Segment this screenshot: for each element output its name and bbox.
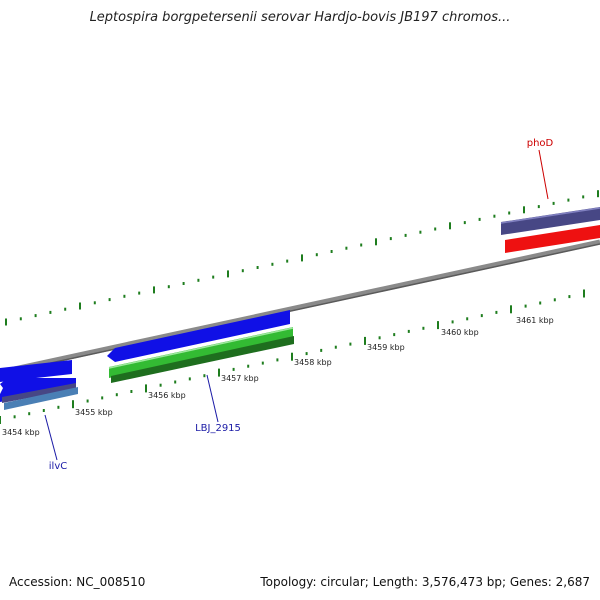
- tick-label: 3458 kbp: [294, 358, 332, 367]
- gene-lbj-dark-green[interactable]: [111, 336, 294, 383]
- gene-lbj-green-highlight: [108, 327, 294, 369]
- ilvc-label[interactable]: ilvC: [49, 461, 67, 472]
- gene-phod-feature[interactable]: [501, 207, 600, 235]
- outer-tick-track: [5, 190, 599, 326]
- tick-label: 3454 kbp: [2, 428, 40, 437]
- tick-label: 3459 kbp: [367, 343, 405, 352]
- gene-phod-reverse[interactable]: [505, 225, 600, 253]
- tick-label: 3457 kbp: [221, 374, 259, 383]
- gene-lbj-green[interactable]: [109, 327, 293, 378]
- lbj-leader-line: [206, 374, 219, 423]
- lbj-2915-label[interactable]: LBJ_2915: [195, 423, 241, 434]
- phod-leader-line: [538, 149, 549, 200]
- gene-lbj-forward[interactable]: [107, 310, 290, 362]
- tick-label-group: 3454 kbp 3455 kbp 3456 kbp 3457 kbp 3458…: [2, 316, 554, 437]
- gene-ilvc-steel[interactable]: [4, 387, 78, 410]
- tick-label: 3460 kbp: [441, 328, 479, 337]
- chromosome-backbone-shade: [0, 243, 600, 375]
- ilvc-leader-line: [44, 414, 58, 461]
- gene-phod-highlight: [500, 207, 600, 224]
- tick-label: 3455 kbp: [75, 408, 113, 417]
- gene-left-forward[interactable]: [0, 360, 72, 382]
- genome-summary-text: Topology: circular; Length: 3,576,473 bp…: [260, 575, 590, 589]
- map-title: Leptospira borgpetersenii serovar Hardjo…: [89, 10, 511, 25]
- tick-label: 3456 kbp: [148, 391, 186, 400]
- gene-ilvc-dark[interactable]: [2, 383, 76, 403]
- tick-label: 3461 kbp: [516, 316, 554, 325]
- chromosome-backbone: [0, 239, 600, 375]
- accession-text: Accession: NC_008510: [9, 575, 146, 589]
- inner-tick-track: [0, 289, 585, 424]
- phod-label[interactable]: phoD: [527, 138, 554, 149]
